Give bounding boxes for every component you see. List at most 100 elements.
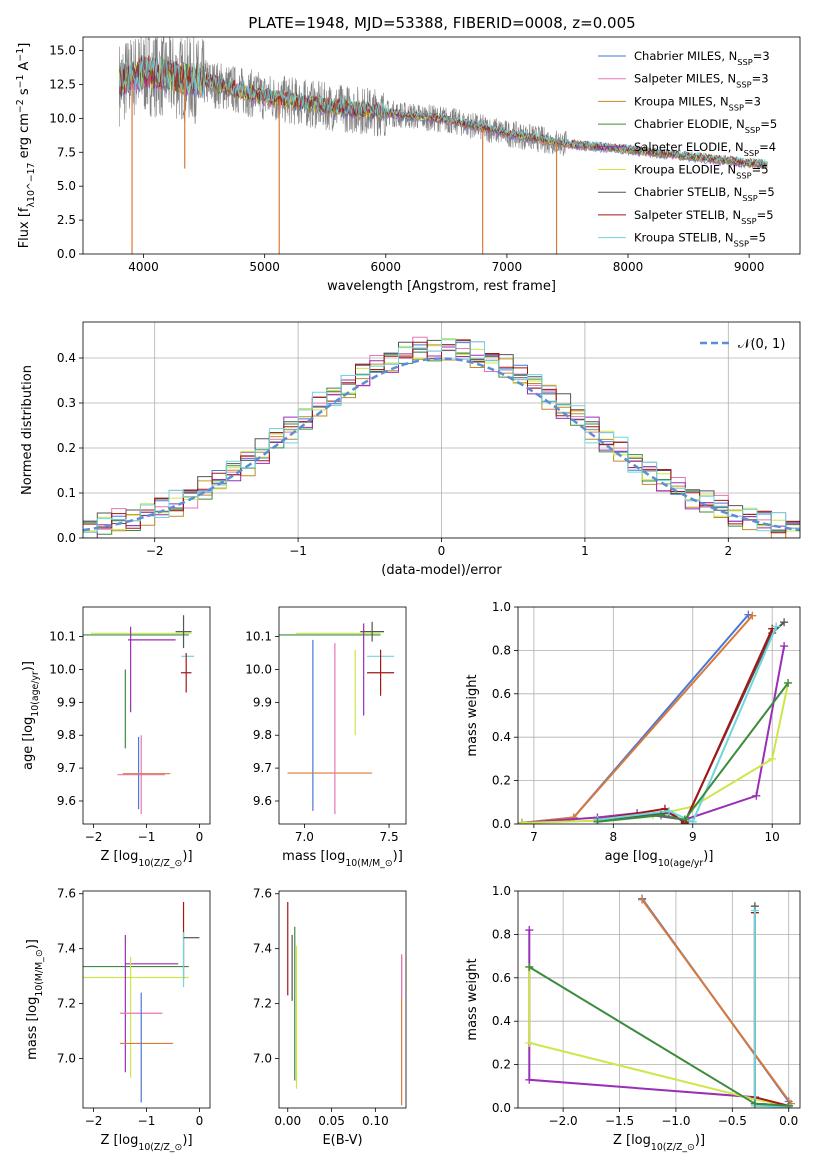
- y-tick-label: 0.8: [492, 927, 511, 941]
- y-axis-label: mass [log10(M/M_⊙​)]: [25, 939, 45, 1060]
- series-marker: [664, 806, 673, 815]
- x-axis-label: Z [log10(Z/Z_⊙​)]: [100, 1133, 192, 1153]
- y-tick-label: 0.6: [492, 971, 511, 985]
- legend-label: Kroupa MILES, NSSP​=3: [634, 94, 761, 112]
- axes-age-vs-z: −2 −1 0 9.6 9.7 9.8 9.9 10.0 10.1 Z [log10(Z/Z_⊙​…: [21, 606, 211, 869]
- series-marker: [750, 906, 759, 915]
- x-tick-label: −0.5: [718, 1114, 747, 1128]
- x-tick-label: 2: [724, 544, 732, 558]
- y-tick-label: 7.4: [57, 942, 76, 956]
- series-marker: [656, 811, 665, 820]
- plot-area: [83, 615, 195, 815]
- axes-residuals: −2 −1 0 1 2 0.0 0.1 0.2 0.3 0.4 (data-model)/error…: [20, 321, 801, 578]
- x-tick-label: 8000: [613, 260, 644, 274]
- x-tick-label: 0.0: [779, 1114, 798, 1128]
- x-tick-label: 0: [438, 544, 446, 558]
- x-axis-label: wavelength [Angstrom, rest frame]: [327, 279, 556, 294]
- spectrum-model-line: [119, 55, 768, 167]
- axes-frame: [82, 890, 211, 1109]
- series-line: [597, 682, 789, 823]
- series-line: [521, 645, 786, 824]
- series-marker: [525, 1075, 534, 1084]
- x-tick-label: 0.10: [362, 1114, 389, 1128]
- legend-label: Salpeter STELIB, NSSP​=5: [634, 208, 774, 226]
- x-tick-label: 9000: [734, 260, 765, 274]
- y-tick-label: 15.0: [49, 44, 76, 58]
- y-tick-label: 0.4: [492, 730, 511, 744]
- axes-frame: [82, 606, 211, 825]
- y-axis-label: mass weight: [465, 958, 480, 1040]
- y-tick-label: 1.0: [492, 600, 511, 614]
- axes-mass-vs-ebv: 0.00 0.05 0.10 7.0 7.2 7.4 7.6 E(B-V): [253, 887, 407, 1148]
- series-marker: [593, 817, 602, 824]
- y-tick-label: 7.2: [253, 997, 272, 1011]
- legend-label: Kroupa ELODIE, NSSP​=5: [634, 163, 769, 181]
- x-tick-label: −1.0: [661, 1114, 690, 1128]
- x-tick-label: 7000: [492, 260, 523, 274]
- series-line: [597, 626, 778, 824]
- x-tick-label: 7: [530, 830, 538, 844]
- y-tick-label: 12.5: [49, 77, 76, 91]
- y-tick-label: 7.0: [253, 1052, 272, 1066]
- x-tick-label: 7.0: [295, 830, 314, 844]
- x-tick-label: 0.00: [274, 1114, 301, 1128]
- y-tick-label: 9.8: [253, 728, 272, 742]
- series-marker: [525, 926, 534, 935]
- y-tick-label: 0.2: [492, 774, 511, 788]
- series-marker: [780, 642, 789, 651]
- series-marker: [772, 622, 781, 631]
- series-marker: [748, 611, 757, 620]
- y-tick-label: 9.9: [253, 695, 272, 709]
- axes-mass-weight-vs-z: −2.0 −1.5 −1.0 −0.5 0.0 0.0 0.2 0.4 0.6 0.8 1.0 Z […: [465, 884, 801, 1153]
- x-axis-label: (data-model)/error: [381, 563, 502, 578]
- y-tick-label: 9.9: [57, 695, 76, 709]
- y-axis-label: mass weight: [465, 674, 480, 756]
- spectrum-model-line: [118, 55, 768, 167]
- x-tick-label: 0: [196, 830, 204, 844]
- y-axis-label: Flux [fλ10^−17​ erg cm−2​ s−1​ A−1​]: [15, 43, 37, 249]
- y-tick-label: 7.0: [57, 1052, 76, 1066]
- spectrum-legend: Chabrier MILES, NSSP​=3 Salpeter MILES, N…: [598, 49, 777, 249]
- axes-mass-vs-z: −2 −1 0 7.0 7.2 7.4 7.6 Z [log10(Z/Z_⊙​)] mass […: [25, 887, 211, 1153]
- y-tick-label: 10.0: [245, 662, 272, 676]
- y-tick-label: 0.0: [492, 1101, 511, 1115]
- x-axis-label: Z [log10(Z/Z_⊙​)]: [613, 1133, 705, 1153]
- y-tick-label: 7.2: [57, 997, 76, 1011]
- x-tick-label: 10: [765, 830, 780, 844]
- y-tick-label: 7.6: [57, 887, 76, 901]
- y-tick-label: 0.4: [492, 1014, 511, 1028]
- x-axis-label: age [log10(age/yr​)]: [605, 849, 714, 869]
- legend-label: Chabrier MILES, NSSP​=3: [634, 49, 770, 67]
- y-tick-label: 0.4: [57, 351, 76, 365]
- y-tick-label: 10.0: [49, 662, 76, 676]
- axes-frame: [82, 36, 801, 255]
- x-tick-label: 5000: [249, 260, 280, 274]
- plot-area: [83, 901, 200, 1103]
- histogram-step: [83, 339, 800, 534]
- legend-label: Chabrier ELODIE, NSSP​=5: [634, 117, 777, 135]
- series-marker: [525, 1038, 534, 1047]
- axes-frame: [82, 321, 801, 539]
- series-marker: [680, 815, 689, 824]
- series-line: [521, 682, 790, 824]
- y-axis-label: Normed distribution: [20, 365, 35, 495]
- series-line: [641, 899, 792, 1105]
- x-tick-label: −1: [138, 830, 156, 844]
- legend-label: Kroupa STELIB, NSSP​=5: [634, 231, 766, 249]
- series-line: [528, 966, 789, 1107]
- series-marker: [752, 791, 761, 800]
- legend-label: 𝒩(0, 1): [738, 337, 785, 352]
- series-line: [597, 628, 774, 824]
- histogram-step: [83, 339, 800, 533]
- series-marker: [768, 754, 777, 763]
- x-axis-label: mass [log10(M/M_⊙​)]: [282, 849, 403, 869]
- x-tick-label: 0: [196, 1114, 204, 1128]
- plot-area: [518, 891, 800, 1108]
- plot-area: [518, 607, 800, 824]
- series-line: [528, 967, 789, 1107]
- axes-mass-weight-vs-age: 7 8 9 10 0.0 0.2 0.4 0.6 0.8 1.0 age [log10(age/yr…: [465, 600, 801, 869]
- series-line: [528, 930, 789, 1107]
- plot-area: [83, 322, 800, 538]
- plot-area: [279, 621, 395, 815]
